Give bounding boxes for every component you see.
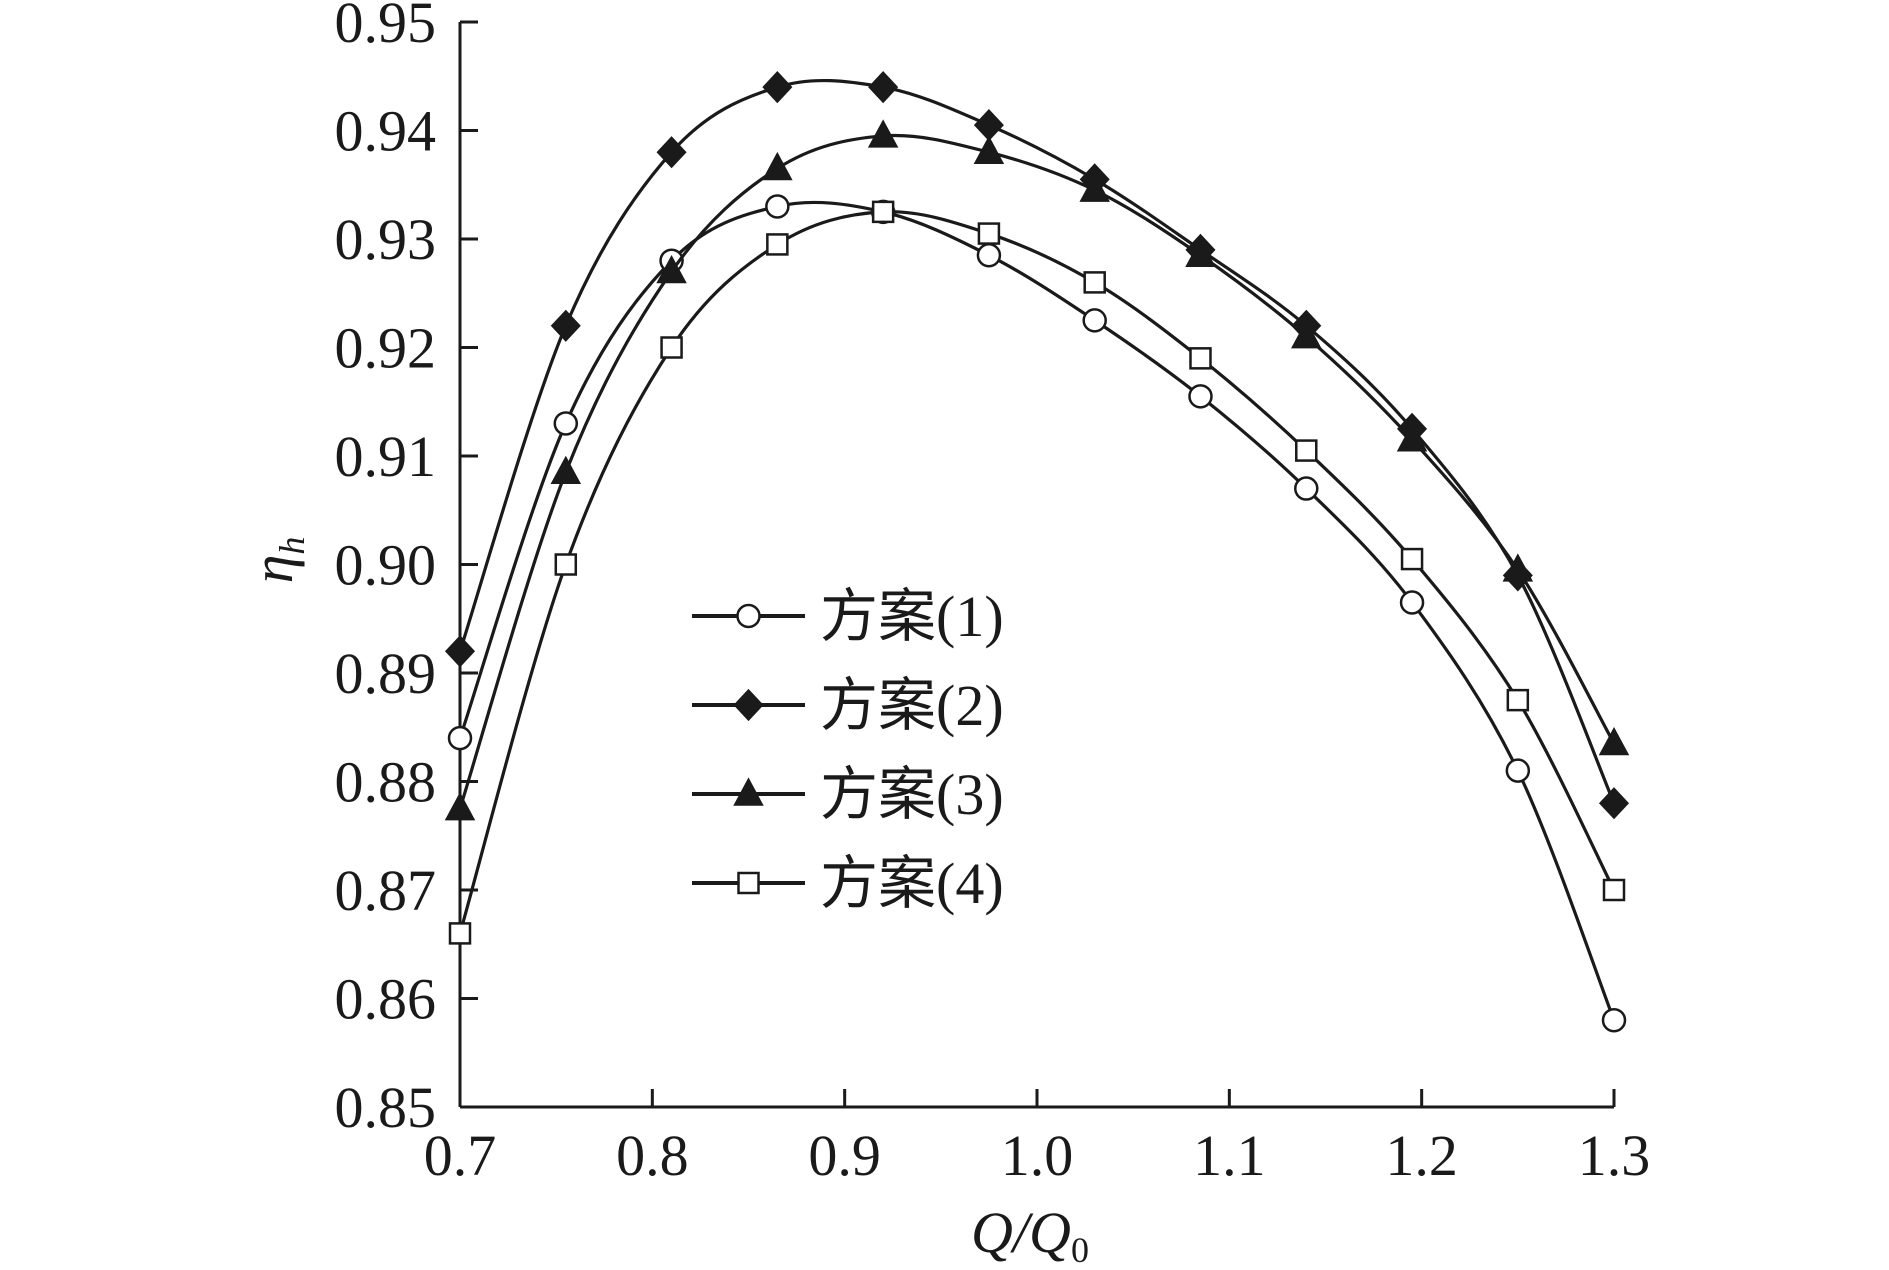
series-4-point (1602, 878, 1626, 902)
series-1 (447, 194, 1627, 1033)
x-tick-label: 0.8 (616, 1123, 689, 1188)
series-2-line (458, 78, 1616, 804)
series-3-point (1396, 423, 1428, 452)
series-4-point (977, 222, 1001, 245)
series-4-point (1400, 547, 1424, 571)
x-axis-title: Q/Q0 (971, 1200, 1089, 1270)
legend-label: 方案(2) (820, 673, 1004, 738)
y-tick-label: 0.94 (335, 99, 437, 164)
x-tick-label: 1.2 (1385, 1123, 1458, 1188)
y-tick-label: 0.86 (335, 967, 437, 1032)
series-4-point (1083, 271, 1106, 294)
y-tick-label: 0.93 (335, 207, 437, 272)
y-tick-label: 0.95 (335, 0, 437, 55)
x-tick-label: 1.1 (1193, 1123, 1266, 1188)
series-3-point (1079, 173, 1110, 202)
x-axis-title-subscript: 0 (1071, 1230, 1089, 1270)
legend-label: 方案(4) (820, 851, 1004, 916)
series-2-point (868, 71, 899, 104)
legend: 方案(1) 方案(2) 方案(3) 方案(4) (692, 584, 1004, 916)
series-4-point (554, 553, 578, 576)
y-axis-title: ηh (240, 537, 312, 584)
series-layer (444, 71, 1630, 1033)
series-2-point (762, 71, 793, 104)
y-tick-label: 0.89 (335, 641, 437, 706)
series-4-point (448, 922, 472, 945)
series-4-point (766, 233, 789, 256)
legend-item-2: 方案(2) (692, 673, 1004, 738)
legend-label: 方案(3) (820, 762, 1004, 827)
series-1-point (1082, 308, 1107, 333)
series-3-point (444, 792, 476, 821)
x-axis-title-main: Q/Q (971, 1200, 1071, 1265)
y-tick-label: 0.91 (335, 424, 437, 489)
y-tick-label: 0.92 (335, 316, 437, 381)
series-3-point (1502, 553, 1534, 582)
series-3-point (973, 135, 1005, 164)
series-1-point (1505, 758, 1531, 783)
series-3-point (550, 455, 582, 485)
legend-label: 方案(1) (820, 584, 1004, 649)
series-3-point (762, 151, 793, 181)
series-3 (444, 119, 1630, 821)
x-tick-label: 1.0 (1001, 1123, 1074, 1188)
series-1-point (1601, 1007, 1627, 1033)
series-4-point (871, 200, 895, 224)
series-3-point (1598, 726, 1630, 756)
legend-marker (737, 871, 760, 895)
x-tick-label: 0.7 (424, 1123, 497, 1188)
series-4-point (1506, 688, 1530, 712)
legend-item-3: 方案(3) (692, 762, 1004, 827)
series-1-point (765, 194, 790, 219)
legend-item-4: 方案(4) (692, 851, 1004, 916)
series-1-point (1294, 476, 1319, 501)
series-3-line (458, 133, 1616, 810)
y-tick-label: 0.85 (335, 1075, 437, 1140)
series-4-point (660, 336, 683, 359)
series-4-line (458, 210, 1616, 934)
y-axis-title-main: η (240, 555, 305, 584)
x-tick-label: 0.9 (808, 1123, 881, 1188)
series-4 (448, 200, 1626, 945)
series-1-point (1399, 590, 1425, 615)
series-1-point (553, 411, 579, 436)
x-tick-label: 1.3 (1578, 1123, 1651, 1188)
series-2-point (1598, 787, 1630, 820)
series-1-line (458, 200, 1616, 1021)
legend-marker (733, 777, 764, 806)
series-1-point (1188, 384, 1213, 409)
axes: 0.85 0.86 0.87 0.88 0.89 0.90 0.91 0.92 0.93 0.94… (335, 0, 1651, 1188)
series-2-point (444, 635, 476, 668)
y-tick-label: 0.87 (335, 858, 437, 923)
series-3-point (867, 119, 899, 148)
series-4-point (1295, 439, 1318, 462)
series-2-point (973, 108, 1004, 142)
series-2-point (550, 309, 581, 342)
y-axis-title-subscript: h (272, 537, 312, 555)
y-tick-label: 0.90 (335, 533, 437, 598)
legend-item-1: 方案(1) (692, 584, 1004, 649)
series-3-point (656, 254, 687, 284)
plot-area: 0.85 0.86 0.87 0.88 0.89 0.90 0.91 0.92 0.93 0.94… (335, 0, 1651, 1188)
legend-marker (736, 603, 761, 629)
series-1-point (447, 725, 473, 751)
series-3-point (1291, 320, 1322, 349)
series-2-point (656, 136, 687, 169)
series-1-point (976, 243, 1002, 268)
series-3-point (1185, 238, 1216, 268)
legend-marker (733, 688, 764, 722)
series-2 (444, 71, 1630, 820)
series-4-point (1189, 347, 1212, 370)
y-tick-label: 0.88 (335, 750, 437, 815)
